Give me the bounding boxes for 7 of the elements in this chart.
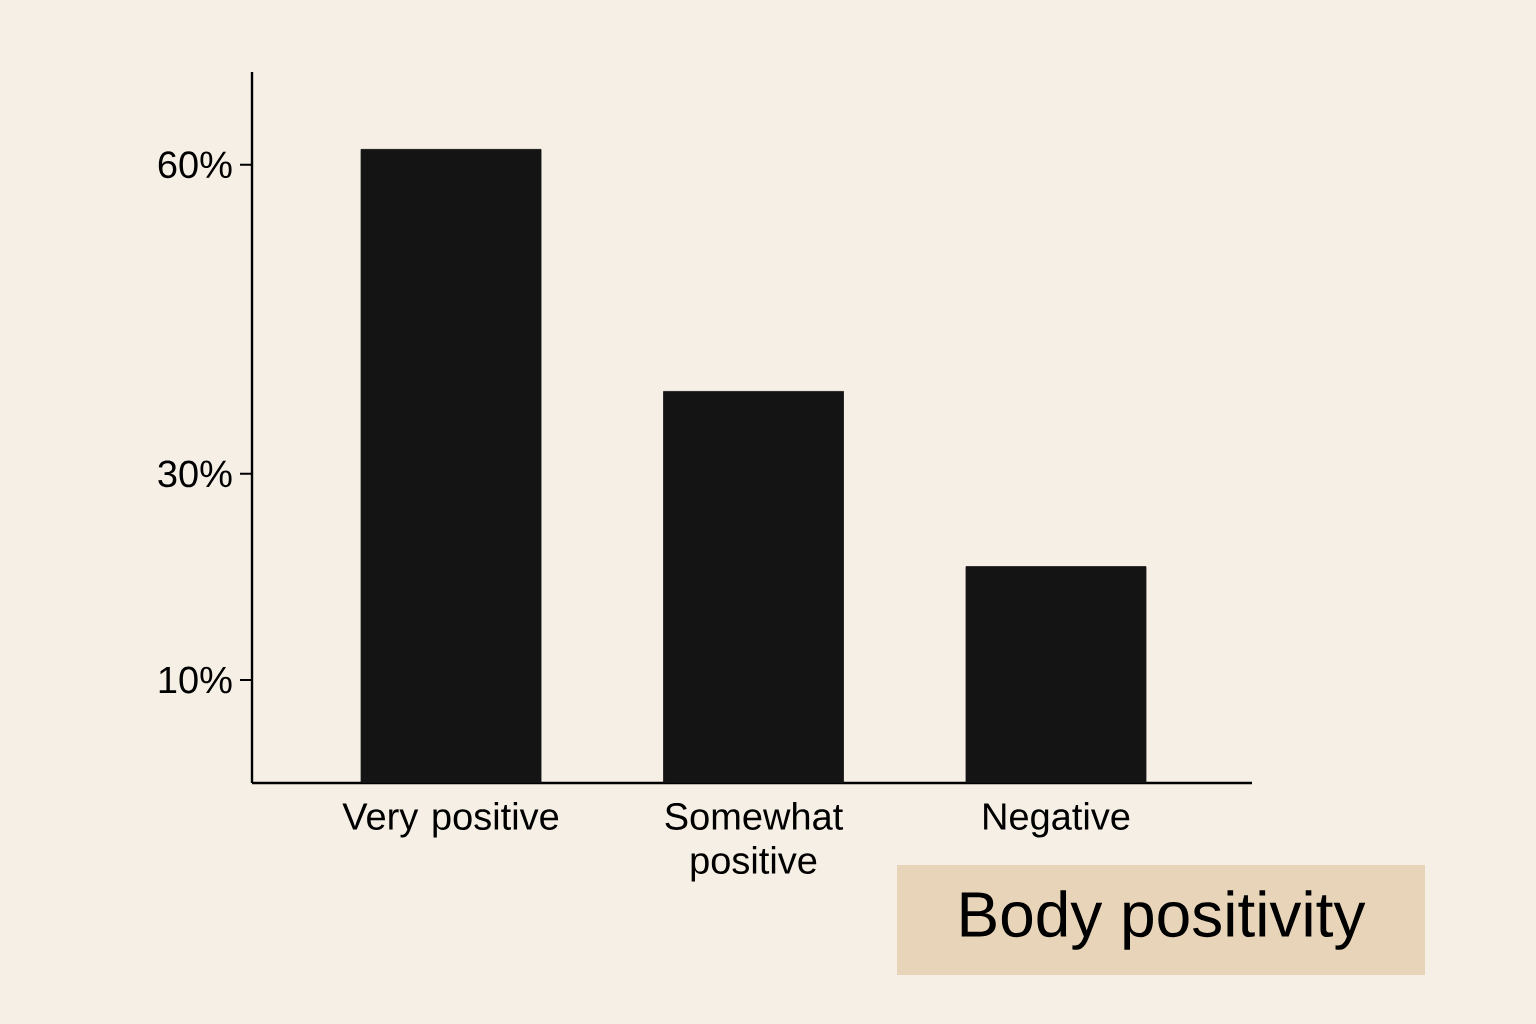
y-tick-label: 30% xyxy=(158,460,232,488)
y-tick-label: 10% xyxy=(159,666,232,694)
x-tick-label: Negative xyxy=(984,802,1130,838)
y-tick-label: 60% xyxy=(158,151,232,179)
x-tick-label: Somewhat positive xyxy=(665,802,843,882)
x-tick-label: Very positive xyxy=(342,802,559,838)
text: Body positivity xyxy=(961,890,1366,950)
